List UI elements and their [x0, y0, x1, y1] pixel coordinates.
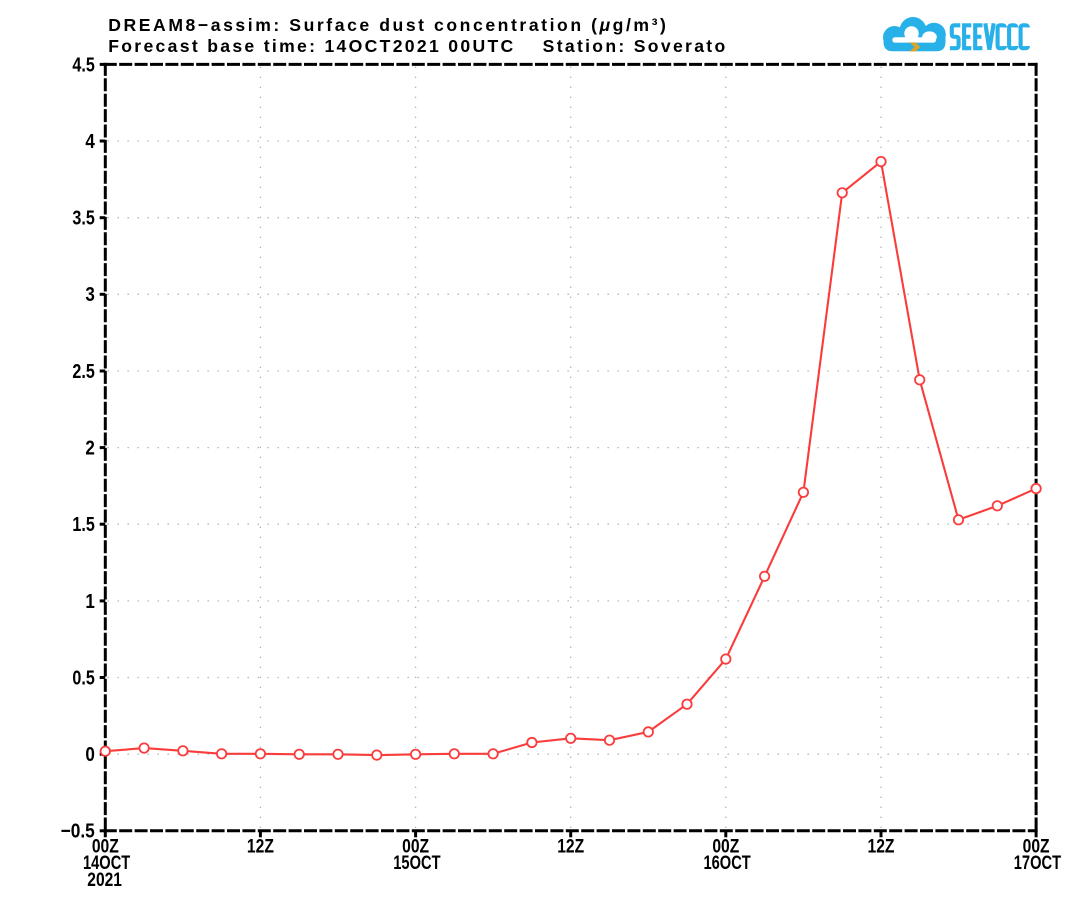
- svg-text:4.5: 4.5: [72, 54, 94, 76]
- svg-text:2021: 2021: [87, 869, 122, 891]
- svg-text:Forecast base time: 14OCT2021: Forecast base time: 14OCT2021 00UTC Stat…: [108, 36, 725, 56]
- svg-text:2: 2: [85, 436, 94, 459]
- svg-text:00Z: 00Z: [402, 835, 429, 857]
- svg-text:1: 1: [85, 589, 94, 612]
- svg-text:3.5: 3.5: [72, 207, 94, 229]
- svg-text:0.5: 0.5: [72, 667, 94, 689]
- svg-text:00Z: 00Z: [1023, 835, 1050, 857]
- svg-text:1.5: 1.5: [72, 513, 94, 535]
- svg-text:00Z: 00Z: [712, 835, 739, 857]
- svg-text:15OCT: 15OCT: [393, 852, 441, 873]
- svg-text:0: 0: [85, 743, 94, 766]
- svg-text:−0.5: −0.5: [61, 820, 95, 842]
- svg-text:2.5: 2.5: [72, 360, 94, 382]
- svg-text:12Z: 12Z: [557, 835, 584, 857]
- svg-text:4: 4: [85, 130, 95, 153]
- svg-text:3: 3: [85, 283, 94, 306]
- svg-text:12Z: 12Z: [868, 835, 895, 857]
- svg-text:17OCT: 17OCT: [1014, 852, 1062, 873]
- svg-text:00Z: 00Z: [92, 835, 119, 857]
- svg-text:12Z: 12Z: [247, 835, 274, 857]
- svg-text:14OCT: 14OCT: [83, 852, 131, 873]
- svg-text:16OCT: 16OCT: [703, 852, 751, 873]
